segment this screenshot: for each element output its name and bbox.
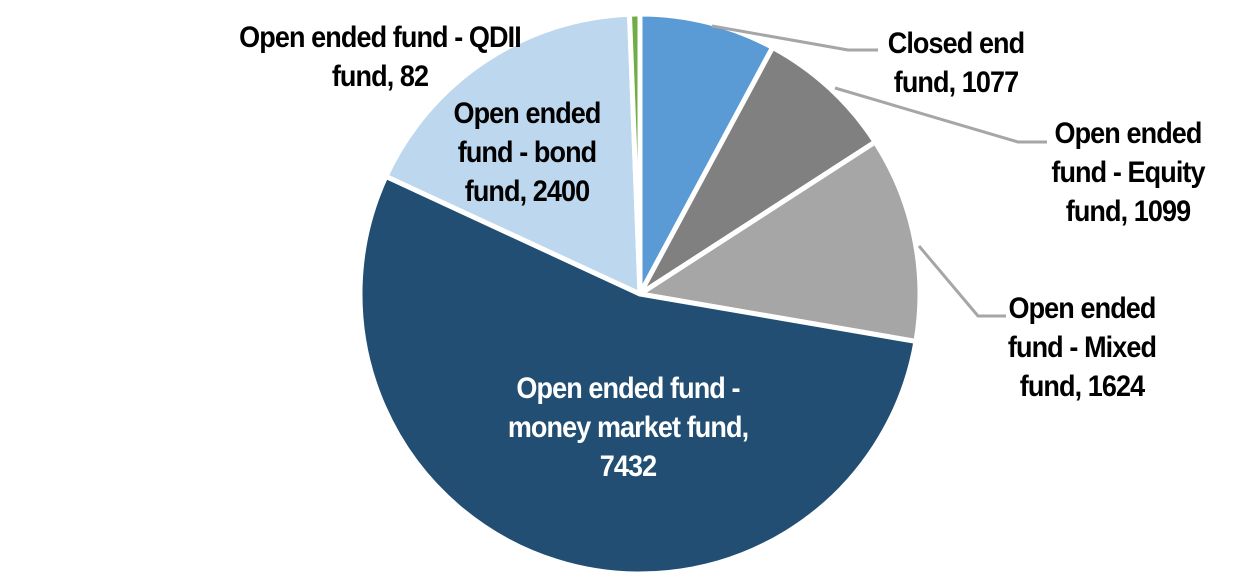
- slice-label-closed-end-fund: Closed end fund, 1077: [887, 27, 1025, 99]
- leader-line-closed-end-fund: [711, 24, 878, 52]
- leader-line-equity-fund: [834, 86, 1047, 144]
- pie-slice-3: [357, 173, 919, 577]
- pie-wedges: [357, 11, 923, 577]
- pie-slice-0: [637, 11, 776, 297]
- slice-label-mixed-fund: Open ended fund - Mixed fund, 1624: [1007, 292, 1157, 403]
- slice-label-qdii-fund: Open ended fund - QDII fund, 82: [239, 21, 522, 93]
- slice-label-equity-fund: Open ended fund - Equity fund, 1099: [1051, 117, 1205, 228]
- pie-slice-2: [637, 139, 923, 344]
- pie-slice-4: [383, 11, 643, 297]
- pie-slice-1: [637, 44, 878, 297]
- leader-line-mixed-fund: [917, 245, 1006, 318]
- slice-label-bond-fund: Open ended fund - bond fund, 2400: [453, 97, 601, 208]
- slice-label-money-market-fund: Open ended fund - money market fund, 743…: [507, 372, 749, 483]
- pie-slice-5: [626, 11, 643, 297]
